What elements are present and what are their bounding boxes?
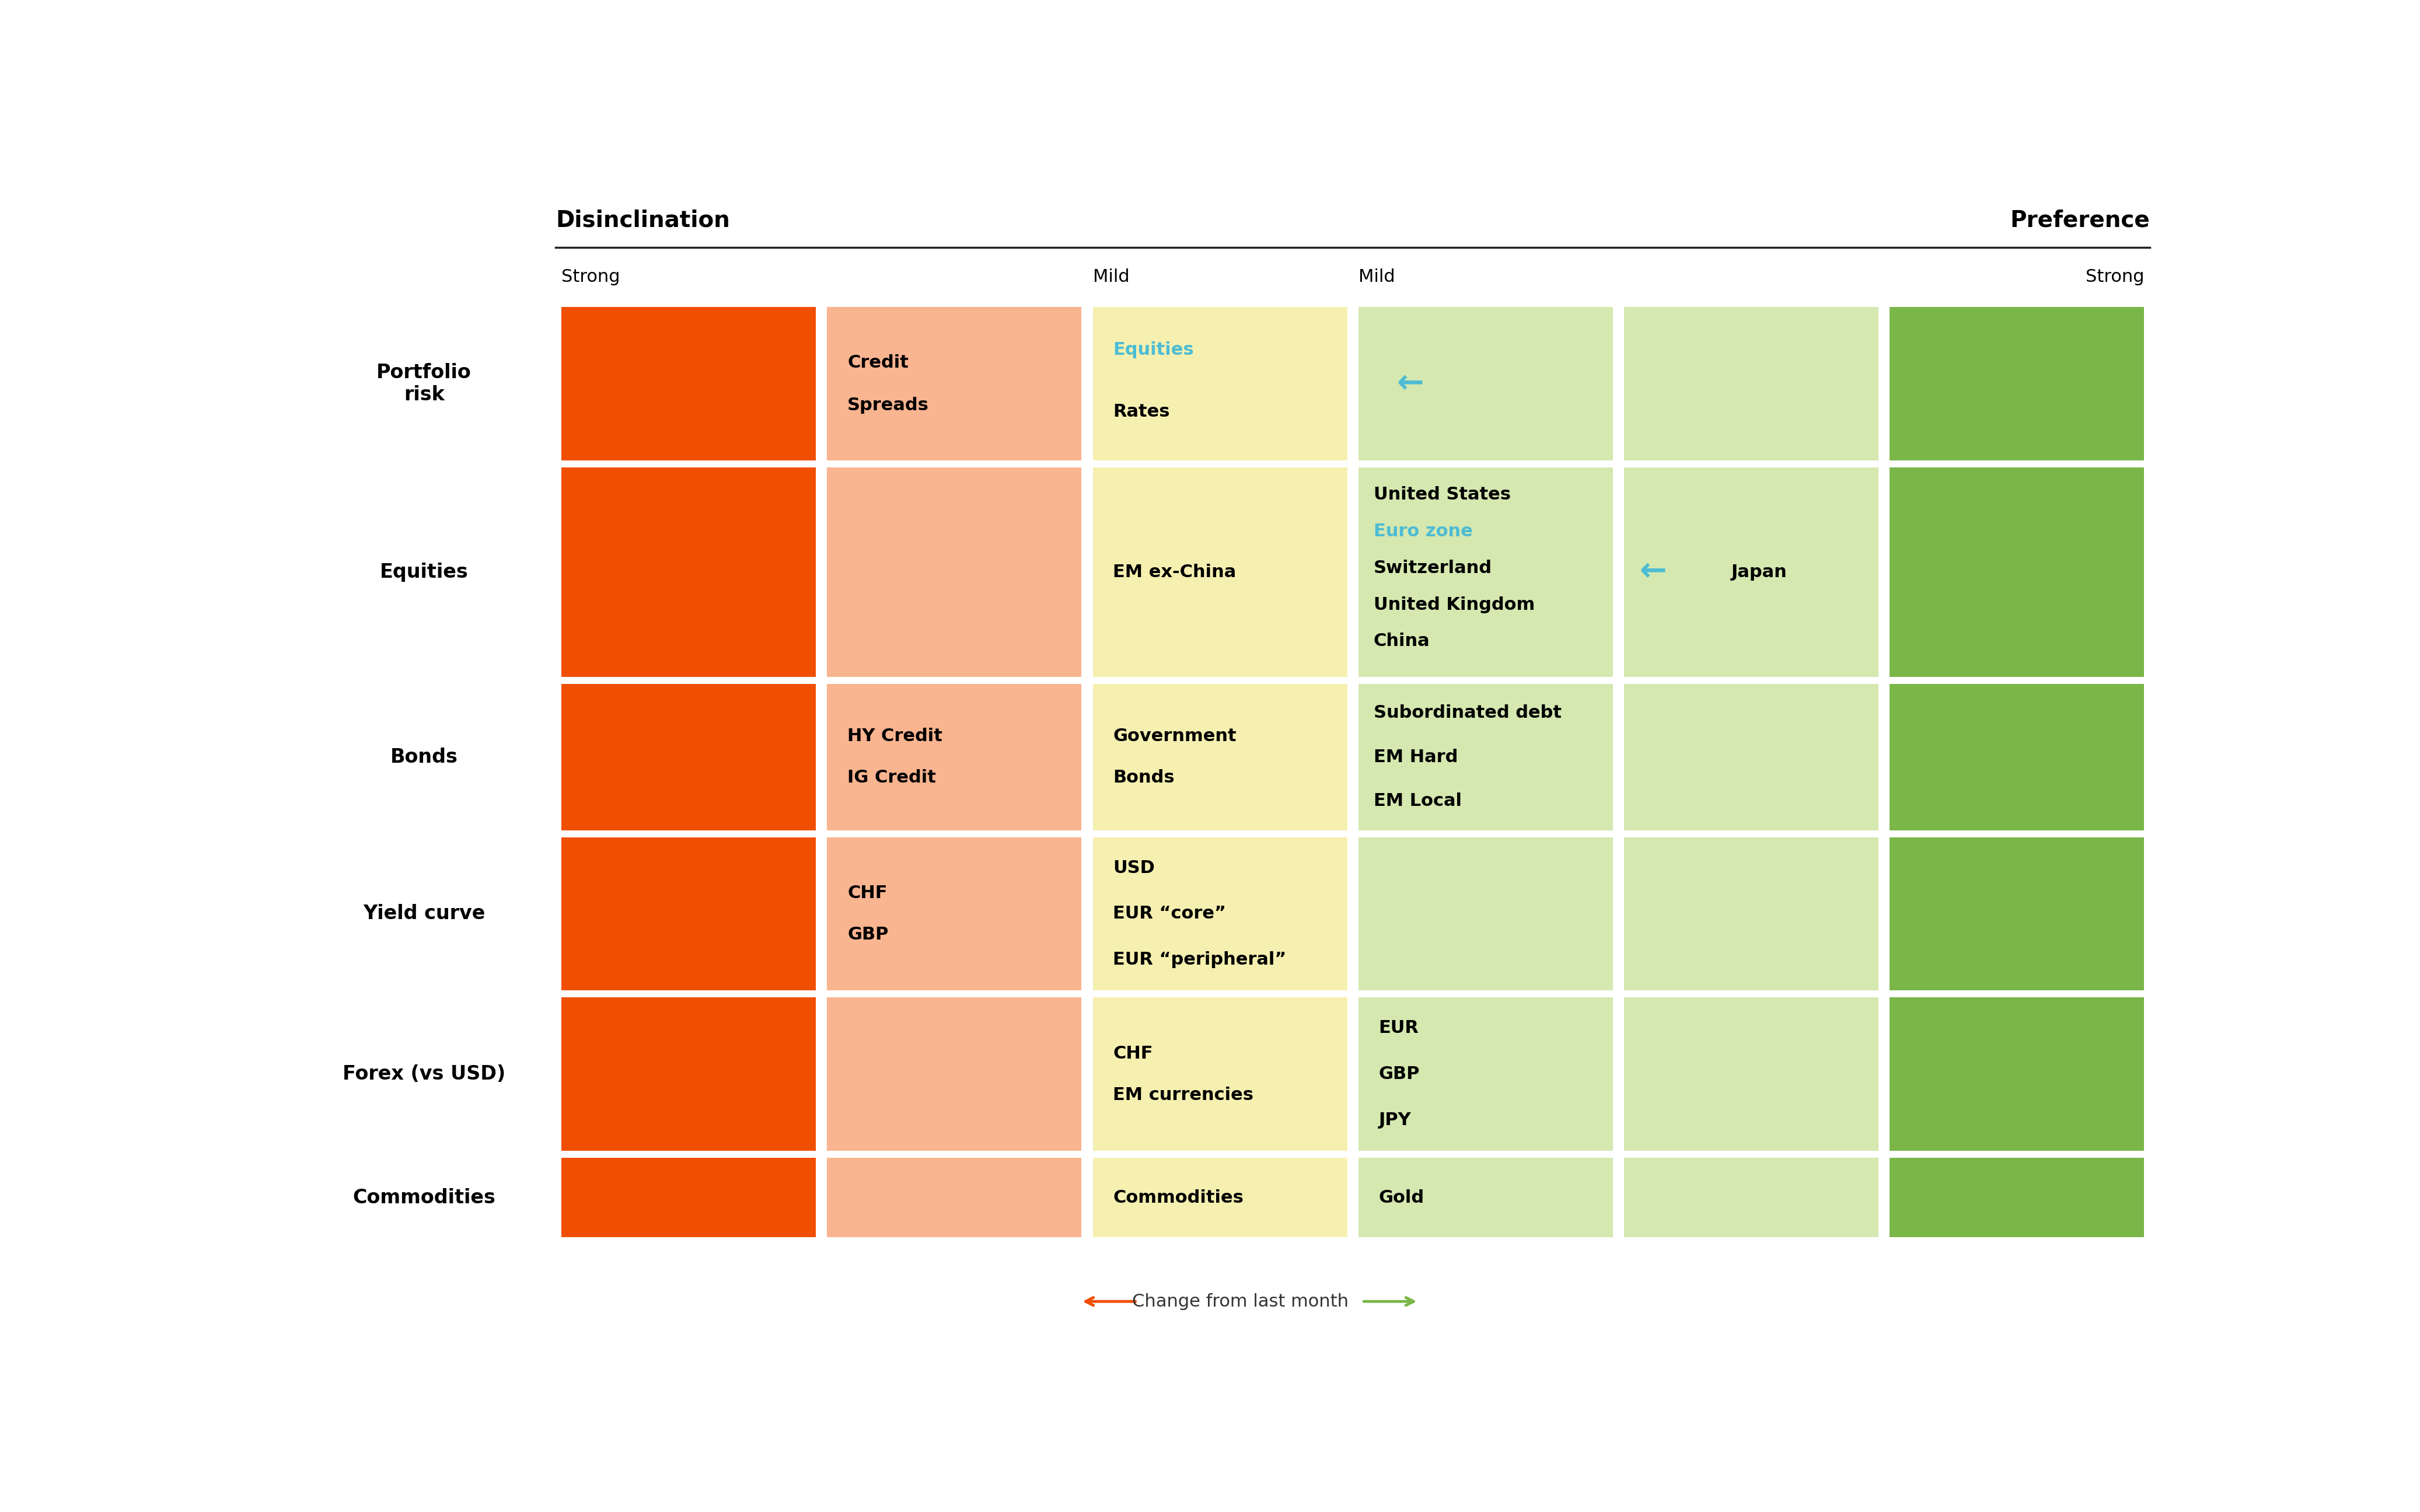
Bar (1890, 1158, 2144, 1237)
Bar (828, 307, 1082, 461)
Text: Strong: Strong (2086, 268, 2144, 286)
Text: Rates: Rates (1113, 404, 1169, 420)
Bar (1358, 838, 1612, 990)
Text: Preference: Preference (2011, 210, 2149, 231)
Bar (1624, 998, 1878, 1151)
Text: Bonds: Bonds (390, 747, 457, 767)
Text: Switzerland: Switzerland (1375, 559, 1493, 576)
Bar (1624, 467, 1878, 677)
Bar (561, 1158, 816, 1237)
Text: China: China (1375, 632, 1430, 650)
Text: Spreads: Spreads (847, 396, 929, 414)
Bar (1358, 998, 1612, 1151)
Bar (561, 683, 816, 830)
Text: Euro zone: Euro zone (1375, 523, 1474, 540)
Text: Mild: Mild (1094, 268, 1130, 286)
Text: Equities: Equities (380, 562, 469, 582)
Text: ←: ← (1396, 367, 1423, 399)
Bar (561, 307, 816, 461)
Bar (828, 683, 1082, 830)
Bar (1890, 307, 2144, 461)
Bar (1094, 1158, 1348, 1237)
Text: Commodities: Commodities (353, 1188, 496, 1207)
Text: Portfolio
risk: Portfolio risk (378, 363, 472, 405)
Text: CHF: CHF (847, 885, 888, 901)
Bar (561, 998, 816, 1151)
Text: EUR “peripheral”: EUR “peripheral” (1113, 951, 1287, 968)
Text: CHF: CHF (1113, 1045, 1152, 1061)
Bar (1624, 683, 1878, 830)
Bar (828, 838, 1082, 990)
Text: EM currencies: EM currencies (1113, 1087, 1254, 1104)
Text: Commodities: Commodities (1113, 1190, 1244, 1207)
Bar (1358, 467, 1612, 677)
Bar (1624, 307, 1878, 461)
Text: EM Local: EM Local (1375, 792, 1462, 809)
Bar (828, 467, 1082, 677)
Bar (828, 998, 1082, 1151)
Bar (1890, 838, 2144, 990)
Bar (1094, 838, 1348, 990)
Text: Equities: Equities (1113, 342, 1193, 358)
Bar (1890, 467, 2144, 677)
Bar (561, 838, 816, 990)
Text: HY Credit: HY Credit (847, 727, 941, 745)
Text: United States: United States (1375, 487, 1510, 503)
Text: Strong: Strong (561, 268, 620, 286)
Text: Subordinated debt: Subordinated debt (1375, 705, 1561, 721)
Text: EUR: EUR (1379, 1019, 1418, 1037)
Text: Change from last month: Change from last month (1133, 1293, 1348, 1309)
Bar (1624, 838, 1878, 990)
Text: United Kingdom: United Kingdom (1375, 596, 1534, 612)
Text: GBP: GBP (847, 925, 888, 943)
Bar (1094, 307, 1348, 461)
Bar (1094, 683, 1348, 830)
Text: Forex (vs USD): Forex (vs USD) (344, 1064, 506, 1084)
Text: EM Hard: EM Hard (1375, 748, 1457, 765)
Text: IG Credit: IG Credit (847, 770, 937, 786)
Text: EM ex-China: EM ex-China (1113, 564, 1237, 581)
Text: Credit: Credit (847, 354, 908, 370)
Text: EUR “core”: EUR “core” (1113, 906, 1227, 922)
Bar (1094, 467, 1348, 677)
Bar (1358, 307, 1612, 461)
Bar (1624, 1158, 1878, 1237)
Bar (1094, 998, 1348, 1151)
Bar (828, 1158, 1082, 1237)
Bar (1890, 998, 2144, 1151)
Text: USD: USD (1113, 859, 1154, 877)
Bar (1358, 1158, 1612, 1237)
Bar (1358, 683, 1612, 830)
Text: Government: Government (1113, 727, 1237, 745)
Text: GBP: GBP (1379, 1066, 1421, 1083)
Text: Yield curve: Yield curve (363, 904, 484, 924)
Bar (561, 467, 816, 677)
Bar (1890, 683, 2144, 830)
Text: Disinclination: Disinclination (557, 210, 731, 231)
Text: Japan: Japan (1730, 564, 1786, 581)
Text: Bonds: Bonds (1113, 770, 1174, 786)
Text: Gold: Gold (1379, 1190, 1425, 1207)
Text: JPY: JPY (1379, 1111, 1411, 1129)
Text: ←: ← (1638, 556, 1667, 588)
Text: Mild: Mild (1358, 268, 1394, 286)
